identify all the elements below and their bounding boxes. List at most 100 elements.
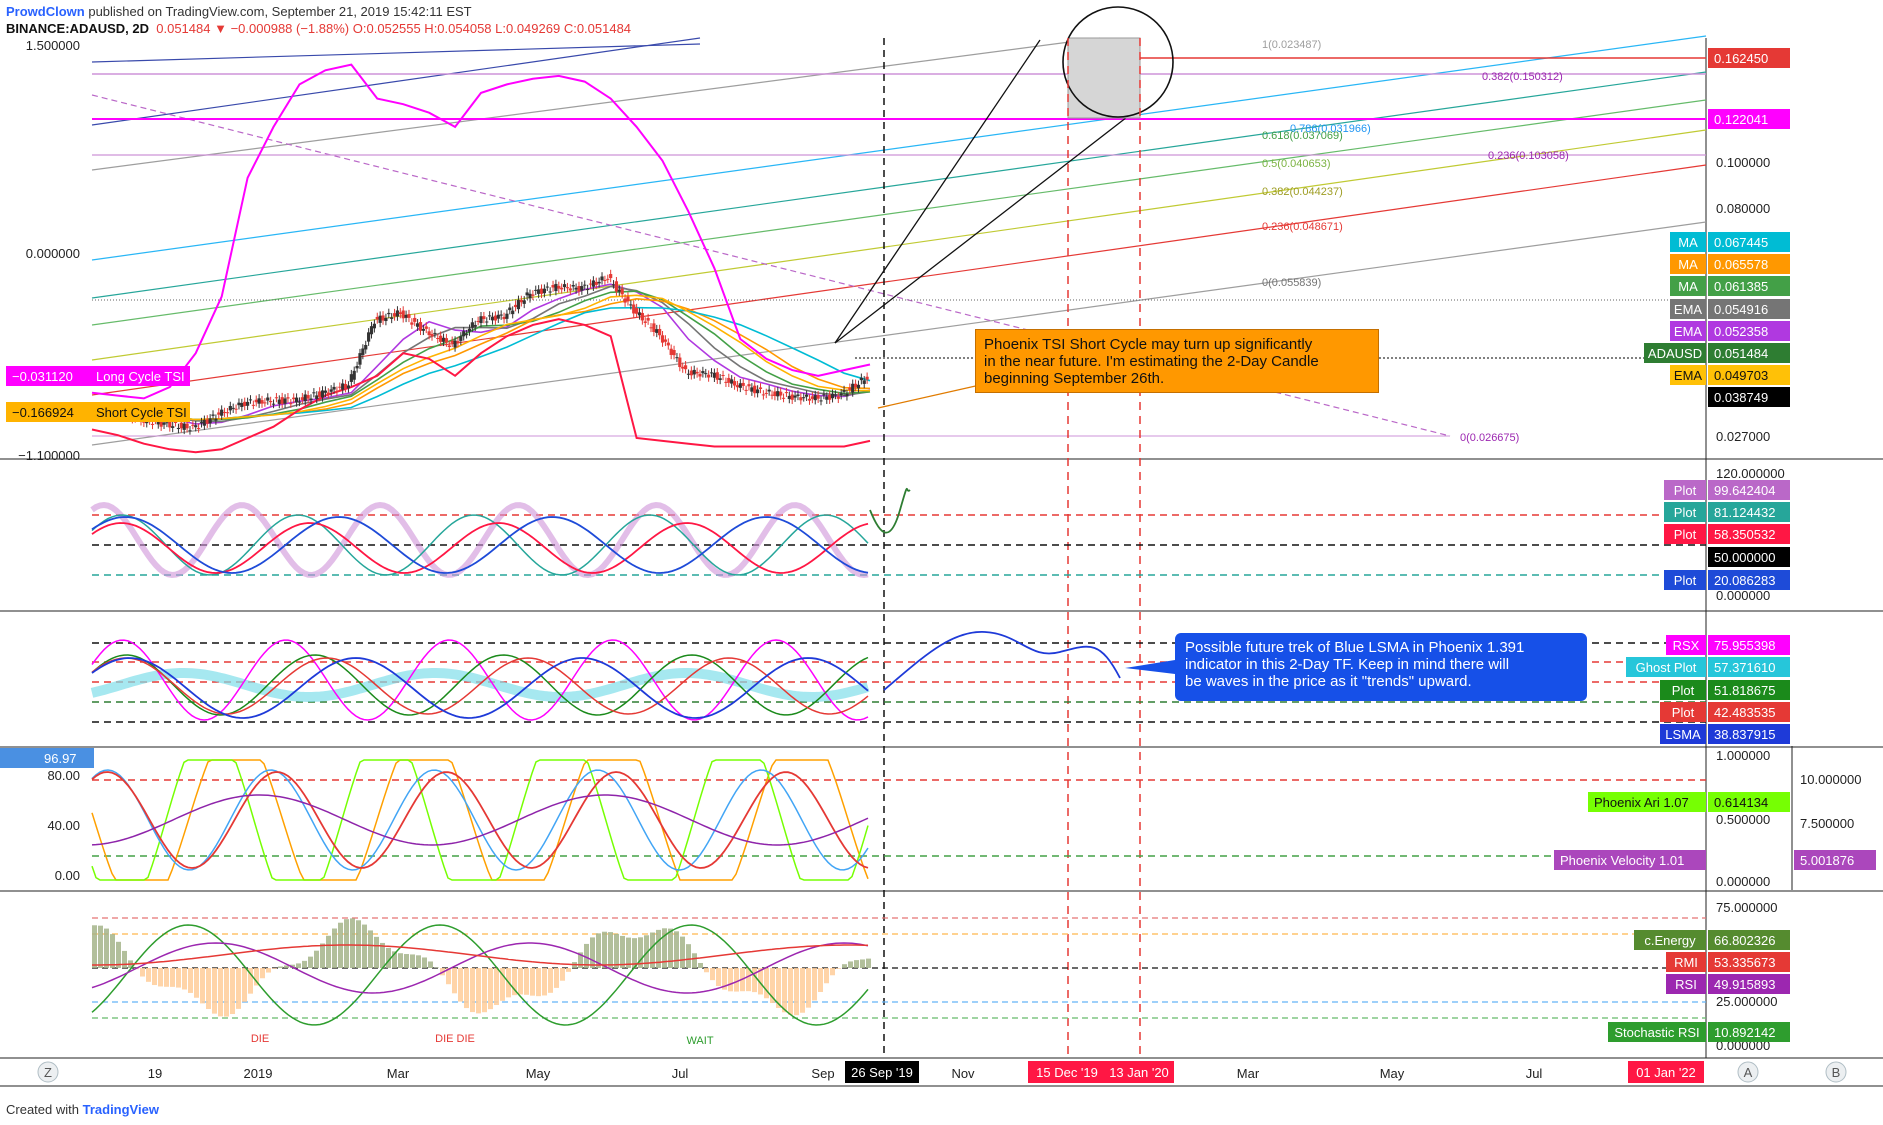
fib-label: 0.786(0.031966): [1290, 123, 1371, 135]
energy-bar: [260, 968, 265, 979]
value-badge-value: 10.892142: [1714, 1025, 1775, 1040]
k-badge-name: K: [98, 751, 107, 766]
ari-name-box: [1588, 792, 1706, 812]
candle-body: [496, 314, 500, 319]
candle-body: [539, 288, 544, 294]
candle-body: [375, 316, 379, 320]
candle-body: [632, 304, 636, 314]
energy-bar: [212, 968, 217, 1014]
fib-label: 0.236(0.048671): [1262, 221, 1343, 233]
energy-bar: [344, 919, 349, 968]
candle-body: [361, 348, 365, 355]
candle-body: [387, 312, 391, 315]
trend-channel-line: [91, 221, 1707, 446]
candle-body: [796, 394, 800, 396]
scale-button-label: Z: [44, 1065, 52, 1080]
candle-body: [306, 395, 310, 399]
candle-body: [793, 395, 797, 398]
note-lsma-trek[interactable]: Possible future trek of Blue LSMA in Pho…: [1175, 633, 1587, 701]
candle-body: [637, 312, 642, 316]
candle-body: [614, 281, 619, 292]
stoch-red-line: [91, 771, 869, 869]
scale-button-circle: [37, 1061, 59, 1083]
candle-body: [263, 402, 267, 404]
candle-body: [773, 391, 777, 397]
energy-bar: [830, 968, 835, 976]
price-right-tick: 0.027000: [1716, 429, 1770, 444]
candle-body: [738, 383, 742, 388]
tsi-name-box: [90, 402, 190, 422]
candle-body: [251, 404, 255, 406]
candle-body: [439, 335, 443, 342]
value-badge-name: EMA: [1674, 302, 1703, 317]
stoch-rsi-line: [91, 924, 869, 1026]
time-tick: Sep: [811, 1066, 834, 1081]
candle-body: [369, 326, 374, 335]
energy-bar: [518, 968, 523, 995]
energy-bar: [302, 960, 307, 968]
candle-body: [721, 374, 725, 376]
trend-channel-line: [91, 43, 701, 63]
energy-bar: [308, 956, 313, 968]
energy-bar: [722, 968, 727, 990]
candle-body: [323, 390, 327, 393]
value-badge-name: Plot: [1672, 683, 1695, 698]
candle-body: [542, 288, 546, 294]
energy-bar: [146, 968, 151, 982]
note-phoenix-tsi[interactable]: Phoenix TSI Short Cycle may turn up sign…: [975, 329, 1379, 393]
value-badge-box: [1708, 343, 1790, 363]
energy-bar: [578, 952, 583, 968]
candle-body: [712, 372, 716, 378]
energy-bar: [176, 968, 181, 988]
tsi-name-box: [90, 366, 190, 386]
candle-body: [833, 394, 838, 396]
candle-body: [485, 321, 489, 323]
candle-body: [537, 289, 541, 294]
target-circle: [1062, 6, 1174, 118]
energy-bar: [428, 961, 433, 968]
candle-body: [493, 315, 498, 321]
ari-value: 0.614134: [1714, 795, 1768, 810]
candle-body: [704, 373, 708, 375]
trend-channel-line: [91, 37, 701, 126]
candle-body: [779, 391, 783, 396]
candle-body: [421, 329, 425, 331]
candle-body: [655, 329, 659, 333]
candle-body: [790, 394, 794, 400]
energy-bar: [170, 968, 175, 987]
value-badge-box: [1708, 502, 1790, 522]
candle-body: [689, 370, 693, 376]
candle-body: [447, 345, 451, 348]
author-name[interactable]: ProwdClown: [6, 4, 85, 19]
candle-body: [845, 393, 849, 397]
energy-bar: [656, 929, 661, 968]
oscillator-lines: [90, 487, 1706, 1026]
candle-body: [758, 387, 763, 389]
candle-body: [649, 327, 653, 329]
energy-bar: [410, 954, 415, 968]
candle-body: [300, 397, 304, 400]
candle-body: [407, 314, 411, 318]
value-badge-name-box: [1670, 321, 1706, 341]
value-badge-box: [1708, 232, 1790, 252]
candle-body: [436, 338, 440, 340]
value-badge-name-box: [1666, 635, 1706, 655]
scale-button-circle: [1825, 1061, 1847, 1083]
energy-bar: [566, 968, 571, 972]
value-badge-box: [1708, 724, 1790, 744]
energy-bar: [206, 968, 211, 1010]
value-badge-value: 66.802326: [1714, 933, 1775, 948]
value-badge-name-box: [1626, 657, 1706, 677]
tradingview-logo[interactable]: TradingView: [82, 1102, 159, 1117]
fib-label: 0.236(0.103058): [1488, 150, 1569, 162]
publish-info: published on TradingView.com, September …: [88, 4, 472, 19]
candle-body: [767, 389, 771, 392]
value-badge-name-box: [1660, 702, 1706, 722]
candle-body: [531, 294, 535, 296]
candle-body: [294, 397, 299, 403]
value-badge-value: 0.065578: [1714, 257, 1768, 272]
tsi-value-box: [6, 402, 90, 422]
candle-body: [580, 286, 584, 291]
candle-body: [781, 397, 786, 399]
